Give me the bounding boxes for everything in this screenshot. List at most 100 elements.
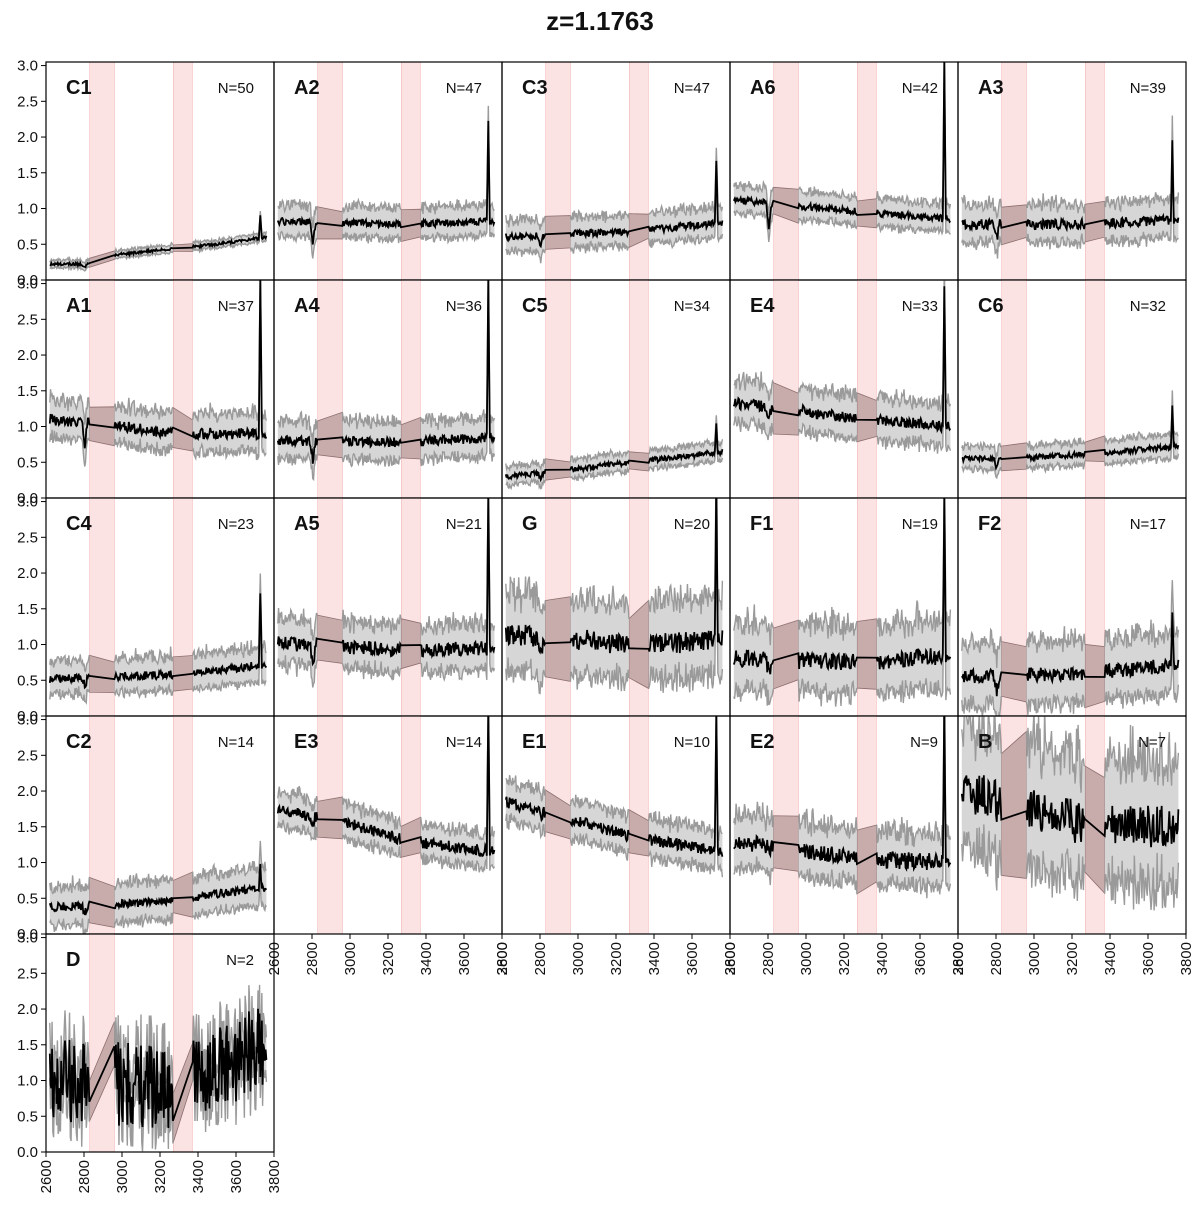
panel-plot-area	[48, 498, 268, 716]
lower-bound-line	[341, 231, 402, 245]
panel-plot-area	[49, 62, 268, 280]
masked-band	[856, 716, 877, 934]
lower-bound-line	[49, 429, 90, 467]
upper-bound-line	[277, 410, 319, 448]
panel-plot-area	[504, 62, 724, 280]
lower-bound-line	[49, 263, 90, 272]
upper-bound-line	[647, 716, 723, 841]
upper-bound-line	[797, 808, 858, 839]
panel-label: A4	[294, 295, 320, 317]
masked-band	[173, 62, 193, 280]
x-tick-label: 2800	[988, 942, 1005, 975]
panel-count: N=14	[446, 734, 482, 751]
y-tick-label: 1.0	[17, 201, 38, 218]
lower-bound-line	[1103, 852, 1180, 911]
panel-E3: E3 N=14 2600 2800 3000 3200 3400 3600 3800	[266, 715, 511, 975]
panel-plot-area	[732, 280, 952, 498]
upper-bound-line	[113, 397, 174, 420]
panel-label: A2	[294, 77, 320, 99]
panel-label: D	[66, 949, 80, 971]
y-tick-label: 0.5	[17, 890, 38, 907]
lower-bound-line	[1025, 848, 1086, 901]
masked-band	[628, 62, 649, 280]
panel-count: N=39	[1130, 80, 1166, 97]
upper-bound-line	[505, 213, 546, 231]
lower-bound-line	[1025, 460, 1086, 475]
masked-band	[856, 62, 877, 280]
y-tick-label: 1.0	[17, 419, 38, 436]
panel-plot-area	[960, 716, 1180, 934]
upper-bound-line	[49, 255, 90, 266]
y-tick-label: 0.5	[17, 1108, 38, 1125]
y-tick-label: 0.0	[17, 926, 38, 943]
x-tick-label: 3600	[912, 942, 929, 975]
spread-band	[114, 646, 173, 698]
spread-band	[420, 716, 495, 873]
y-tick-label: 2.5	[17, 311, 38, 328]
lower-bound-line	[961, 463, 1003, 480]
panel-E1: E1 N=10 2600 2800 3000 3200 3400 3600 3800	[494, 715, 739, 975]
lower-bound-line	[569, 662, 630, 692]
panel-C2: C2 N=14 0.0 0.5 1.0 1.5 2.0 2.5 3.0	[17, 712, 275, 943]
x-tick-label: 3600	[684, 942, 701, 975]
median-line	[732, 498, 952, 675]
lower-bound-line	[1103, 417, 1180, 468]
median-line	[732, 62, 952, 230]
y-tick-label: 1.5	[17, 1037, 38, 1054]
panel-count: N=42	[902, 80, 938, 97]
panel-count: N=20	[674, 516, 710, 533]
median-line	[960, 775, 1180, 848]
panel-label: A3	[978, 77, 1004, 99]
y-tick-label: 2.0	[17, 347, 38, 364]
upper-bound-line	[733, 179, 774, 216]
upper-bound-line	[1025, 716, 1086, 793]
lower-bound-line	[797, 868, 858, 894]
upper-bound-line	[49, 653, 91, 673]
panel-A1: A1 N=37 0.0 0.5 1.0 1.5 2.0 2.5 3.0	[17, 276, 275, 507]
upper-bound-line	[733, 801, 775, 832]
upper-bound-line	[647, 498, 724, 615]
y-tick-label: 3.0	[17, 58, 38, 75]
spread-band	[1104, 390, 1179, 467]
y-tick-label: 1.0	[17, 855, 38, 872]
panel-plot-area	[276, 62, 496, 280]
panel-plot-area	[961, 62, 1180, 280]
upper-bound-line	[341, 609, 402, 635]
upper-bound-line	[419, 716, 496, 842]
lower-bound-line	[797, 215, 858, 230]
panel-A6: A6 N=42	[729, 61, 959, 281]
median-line	[276, 498, 496, 667]
panel-count: N=47	[446, 80, 482, 97]
upper-bound-line	[797, 606, 858, 641]
upper-bound-line	[1103, 580, 1180, 651]
y-tick-label: 3.0	[17, 930, 38, 947]
panel-E4: E4 N=33	[729, 279, 959, 499]
upper-bound-line	[341, 197, 402, 215]
masked-band	[400, 280, 421, 498]
spread-band	[1104, 580, 1179, 709]
lower-bound-line	[420, 134, 496, 245]
y-tick-label: 2.5	[17, 965, 38, 982]
y-tick-label: 1.0	[17, 1073, 38, 1090]
lower-bound-line	[505, 246, 546, 264]
panel-count: N=47	[674, 80, 710, 97]
panel-A4: A4 N=36	[273, 279, 503, 499]
lower-bound-line	[1103, 160, 1179, 248]
lower-bound-line	[1104, 643, 1180, 709]
panel-label: A6	[750, 77, 776, 99]
panel-C4: C4 N=23 0.0 0.5 1.0 1.5 2.0 2.5 3.0	[17, 494, 275, 725]
lower-bound-line	[277, 451, 319, 482]
panel-label: E3	[294, 731, 318, 753]
lower-bound-line	[797, 678, 858, 707]
upper-bound-line	[341, 796, 402, 830]
lower-bound-line	[569, 832, 630, 861]
figure-title: z=1.1763	[546, 6, 654, 36]
upper-bound-line	[191, 840, 267, 885]
panel-C3: C3 N=47	[501, 61, 731, 281]
masked-band	[773, 62, 799, 280]
panel-count: N=33	[902, 298, 938, 315]
masked-band	[1001, 62, 1027, 280]
lower-bound-line	[192, 219, 268, 254]
panel-label: C4	[66, 513, 92, 535]
